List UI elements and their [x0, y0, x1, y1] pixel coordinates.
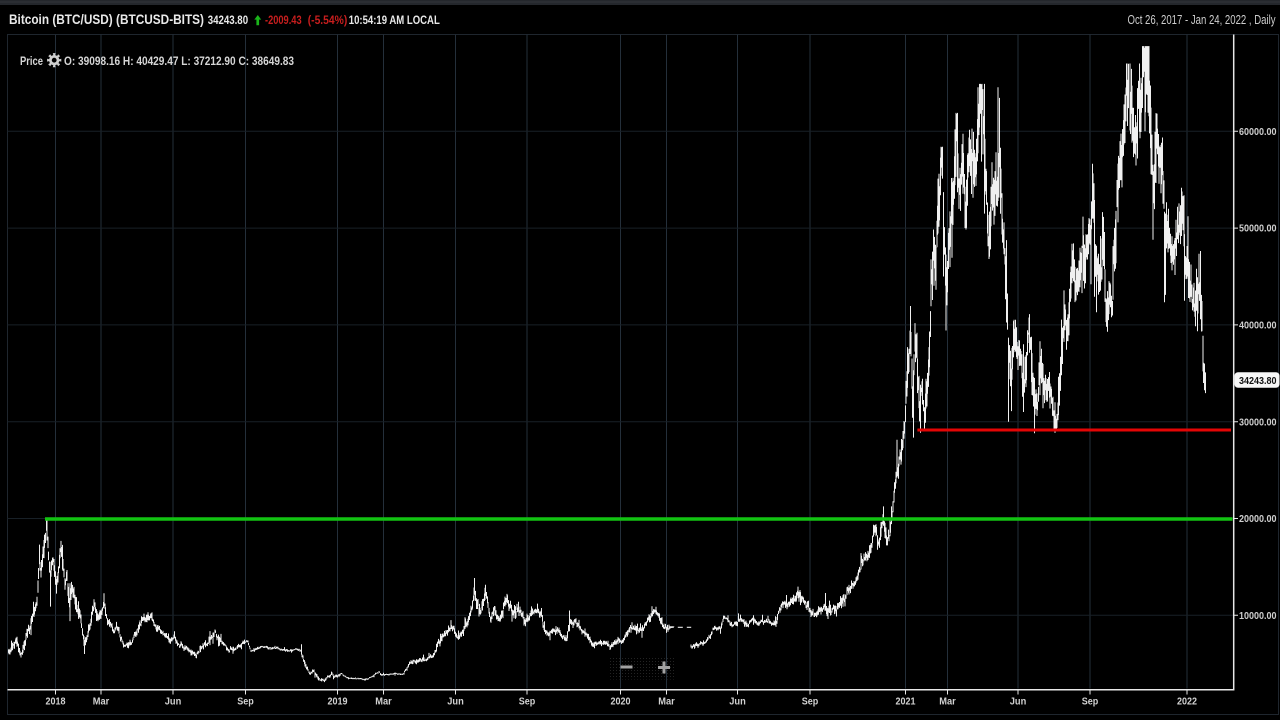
svg-text:Jun: Jun: [447, 697, 464, 708]
svg-text:Sep: Sep: [802, 697, 819, 708]
svg-text:2018: 2018: [46, 697, 67, 708]
svg-text:Mar: Mar: [375, 697, 392, 708]
svg-text:-2009.43: -2009.43: [265, 13, 302, 27]
svg-text:30000.00: 30000.00: [1239, 417, 1277, 428]
svg-text:Jun: Jun: [729, 697, 746, 708]
svg-text:34243.80: 34243.80: [1239, 375, 1277, 387]
svg-text:Jun: Jun: [165, 697, 182, 708]
svg-text:2022: 2022: [1177, 697, 1198, 708]
svg-text:Bitcoin (BTC/USD) (BTCUSD-BITS: Bitcoin (BTC/USD) (BTCUSD-BITS): [9, 12, 204, 27]
svg-text:10:54:19 AM LOCAL: 10:54:19 AM LOCAL: [349, 13, 440, 27]
svg-text:2019: 2019: [328, 697, 349, 708]
svg-text:O: 39098.16 H: 40429.47 L: 3: O: 39098.16 H: 40429.47 L: 37212.90 C: 3…: [64, 54, 294, 68]
svg-text:2020: 2020: [611, 697, 632, 708]
svg-text:Price: Price: [20, 54, 43, 68]
svg-text:Sep: Sep: [519, 697, 536, 708]
svg-text:Mar: Mar: [939, 697, 956, 708]
svg-text:40000.00: 40000.00: [1239, 321, 1277, 332]
svg-text:50000.00: 50000.00: [1239, 224, 1277, 235]
svg-text:2021: 2021: [896, 697, 917, 708]
svg-text:20000.00: 20000.00: [1239, 514, 1277, 525]
svg-text:34243.80: 34243.80: [208, 13, 249, 27]
svg-text:Sep: Sep: [237, 697, 254, 708]
svg-text:10000.00: 10000.00: [1239, 611, 1277, 622]
svg-text:Mar: Mar: [658, 697, 675, 708]
svg-text:Mar: Mar: [93, 697, 110, 708]
svg-text:Sep: Sep: [1082, 697, 1099, 708]
svg-text:Jun: Jun: [1010, 697, 1027, 708]
svg-text:Oct 26, 2017 - Jan 24, 2022 ,: Oct 26, 2017 - Jan 24, 2022 , Daily: [1128, 13, 1277, 27]
svg-text:(-5.54%): (-5.54%): [308, 13, 348, 27]
svg-text:60000.00: 60000.00: [1239, 127, 1277, 138]
